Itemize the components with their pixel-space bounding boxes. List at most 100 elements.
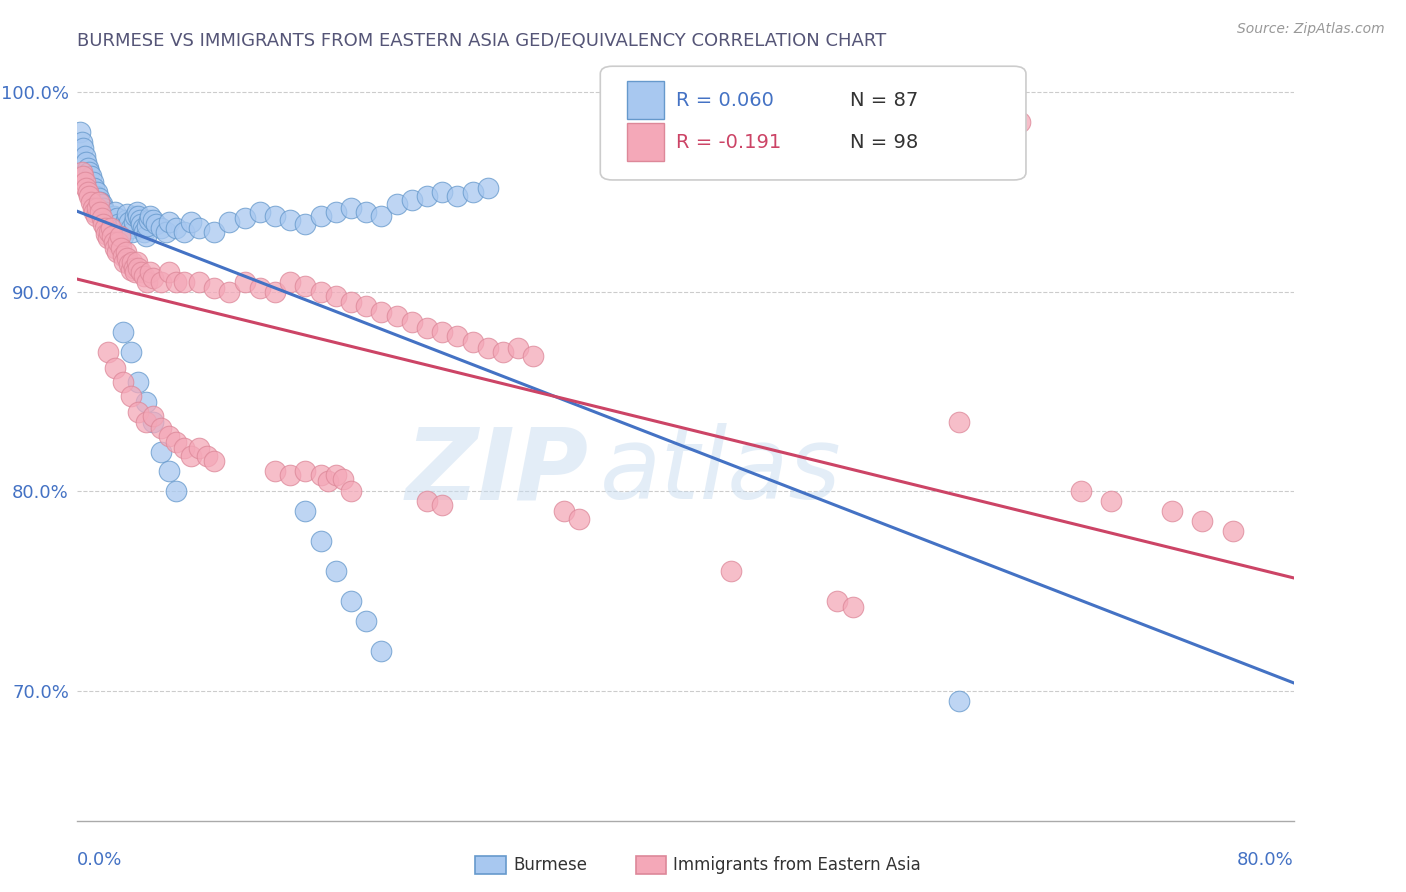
Point (149, 420, 172, 434)
Point (1161, 504, 1184, 518)
Point (91, 217, 114, 231)
Point (157, 265, 180, 279)
Point (70, 135, 93, 149)
Point (340, 201, 363, 215)
Point (118, 257, 141, 271)
Point (100, 221, 122, 235)
Point (142, 415, 165, 429)
Point (155, 225, 177, 239)
Point (149, 275, 172, 289)
Point (165, 484, 187, 499)
Point (188, 221, 211, 235)
Point (96, 227, 118, 241)
Point (125, 205, 148, 219)
Point (115, 213, 138, 227)
Point (354, 299, 377, 313)
Point (149, 221, 172, 235)
Point (108, 221, 131, 235)
Point (93, 205, 115, 219)
Point (114, 255, 136, 269)
Point (93, 221, 115, 235)
Point (97, 231, 120, 245)
Point (131, 221, 153, 235)
Point (309, 534, 332, 549)
Point (416, 189, 439, 203)
Text: R = 0.060: R = 0.060 (676, 91, 773, 110)
Point (136, 275, 159, 289)
Point (149, 444, 172, 458)
Point (461, 334, 484, 349)
Point (173, 275, 195, 289)
Point (233, 275, 256, 289)
Point (477, 181, 499, 195)
Point (446, 328, 468, 343)
Point (401, 193, 423, 207)
Point (97, 213, 120, 227)
Bar (627, 81, 664, 120)
Point (233, 211, 256, 225)
Point (278, 213, 301, 227)
Point (121, 225, 143, 239)
Point (110, 225, 132, 239)
Point (129, 265, 152, 279)
Point (101, 229, 124, 244)
Point (522, 349, 544, 363)
Point (135, 394, 157, 409)
Point (96, 209, 118, 223)
Point (103, 209, 125, 223)
Point (340, 594, 363, 608)
Point (111, 249, 134, 263)
Point (104, 241, 127, 255)
Point (157, 465, 180, 479)
Point (70, 165, 93, 179)
Point (82, 201, 104, 215)
Point (416, 494, 439, 508)
Text: N = 87: N = 87 (849, 91, 918, 110)
Point (84, 209, 107, 223)
Point (142, 409, 165, 423)
Point (129, 217, 152, 231)
Point (477, 341, 499, 355)
Text: BURMESE VS IMMIGRANTS FROM EASTERN ASIA GED/EQUIVALENCY CORRELATION CHART: BURMESE VS IMMIGRANTS FROM EASTERN ASIA … (77, 32, 887, 50)
Point (264, 285, 287, 299)
Point (294, 465, 316, 479)
Point (165, 434, 187, 449)
Point (117, 251, 139, 265)
Text: ZIP: ZIP (405, 424, 588, 520)
Point (202, 225, 225, 239)
Point (827, 594, 849, 608)
Point (446, 189, 468, 203)
Point (492, 344, 515, 359)
Point (1191, 514, 1213, 528)
Point (325, 205, 347, 219)
Point (173, 225, 195, 239)
Bar (627, 123, 664, 161)
Point (332, 473, 354, 487)
Point (124, 265, 146, 279)
Point (75, 181, 97, 195)
Point (111, 375, 134, 389)
Point (142, 213, 165, 227)
Point (107, 217, 129, 231)
Point (114, 219, 136, 233)
Point (120, 263, 142, 277)
Point (127, 404, 149, 418)
Point (325, 564, 347, 578)
Point (294, 504, 316, 518)
Point (105, 211, 128, 225)
Point (264, 465, 287, 479)
Point (134, 225, 156, 239)
Point (100, 221, 122, 235)
Point (264, 209, 287, 223)
Point (165, 275, 187, 289)
Point (249, 205, 271, 219)
Point (121, 255, 143, 269)
Point (370, 209, 392, 223)
Point (104, 205, 127, 219)
Point (98, 225, 121, 239)
Point (72, 169, 94, 184)
Point (278, 468, 301, 483)
Point (115, 244, 138, 259)
Point (165, 221, 187, 235)
Point (354, 614, 377, 628)
